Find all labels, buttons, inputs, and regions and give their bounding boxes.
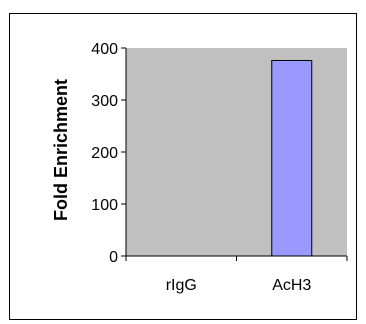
x-tick-label: rIgG: [166, 277, 197, 294]
y-axis-title: Fold Enrichment: [51, 79, 71, 221]
x-tick-label: AcH3: [272, 277, 311, 294]
x-ticks-group: rIgG AcH3: [125, 256, 348, 294]
bar-ach3: [271, 59, 313, 257]
plot-area: [126, 48, 347, 256]
bars-group: [271, 59, 313, 257]
y-ticks-group: 0 100 200 300 400: [91, 41, 126, 266]
y-tick-label: 100: [91, 197, 118, 214]
y-tick-label: 400: [91, 41, 118, 58]
y-tick-label: 200: [91, 145, 118, 162]
y-tick-label: 300: [91, 93, 118, 110]
y-tick-label: 0: [109, 249, 118, 266]
